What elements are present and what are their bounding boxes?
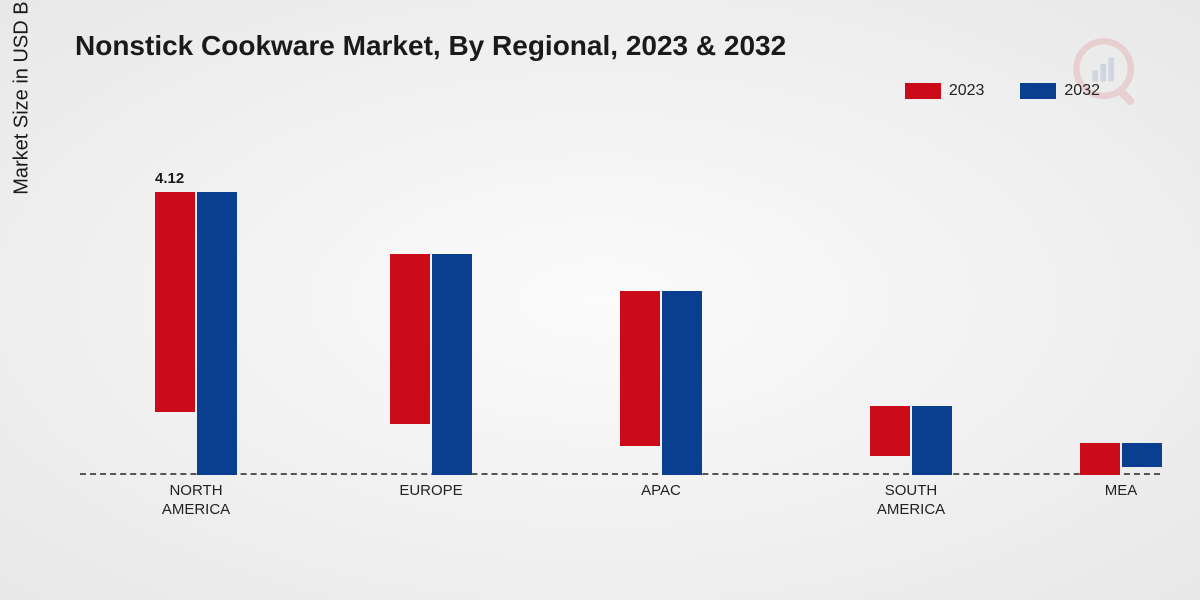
bar bbox=[1080, 443, 1120, 475]
bar-group bbox=[390, 254, 472, 475]
bar bbox=[912, 406, 952, 475]
x-axis-label: NORTHAMERICA bbox=[162, 482, 230, 520]
x-axis-label: SOUTHAMERICA bbox=[877, 482, 945, 520]
watermark-logo bbox=[1070, 35, 1150, 115]
x-axis-label: EUROPE bbox=[399, 482, 462, 501]
bar bbox=[197, 192, 237, 475]
bar-group bbox=[870, 406, 952, 475]
bar-group: 4.12 bbox=[155, 192, 237, 475]
legend: 2023 2032 bbox=[905, 82, 1100, 100]
bar bbox=[870, 406, 910, 457]
bar-value-label: 4.12 bbox=[155, 170, 184, 187]
chart-title: Nonstick Cookware Market, By Regional, 2… bbox=[75, 30, 786, 62]
bar bbox=[1122, 443, 1162, 467]
bar bbox=[432, 254, 472, 475]
legend-swatch-2032 bbox=[1020, 83, 1056, 99]
legend-label-2032: 2032 bbox=[1064, 82, 1100, 100]
plot-area: 4.12 bbox=[80, 155, 1160, 475]
legend-label-2023: 2023 bbox=[949, 82, 985, 100]
x-axis-label: APAC bbox=[641, 482, 681, 501]
bar bbox=[662, 291, 702, 475]
bar bbox=[620, 291, 660, 446]
x-axis-label: MEA bbox=[1105, 482, 1138, 501]
bar: 4.12 bbox=[155, 192, 195, 412]
bar-group bbox=[620, 291, 702, 475]
legend-swatch-2023 bbox=[905, 83, 941, 99]
y-axis-label: Market Size in USD Billion bbox=[11, 0, 34, 195]
legend-item-2032: 2032 bbox=[1020, 82, 1100, 100]
bar-group bbox=[1080, 443, 1162, 475]
legend-item-2023: 2023 bbox=[905, 82, 985, 100]
bar bbox=[390, 254, 430, 425]
